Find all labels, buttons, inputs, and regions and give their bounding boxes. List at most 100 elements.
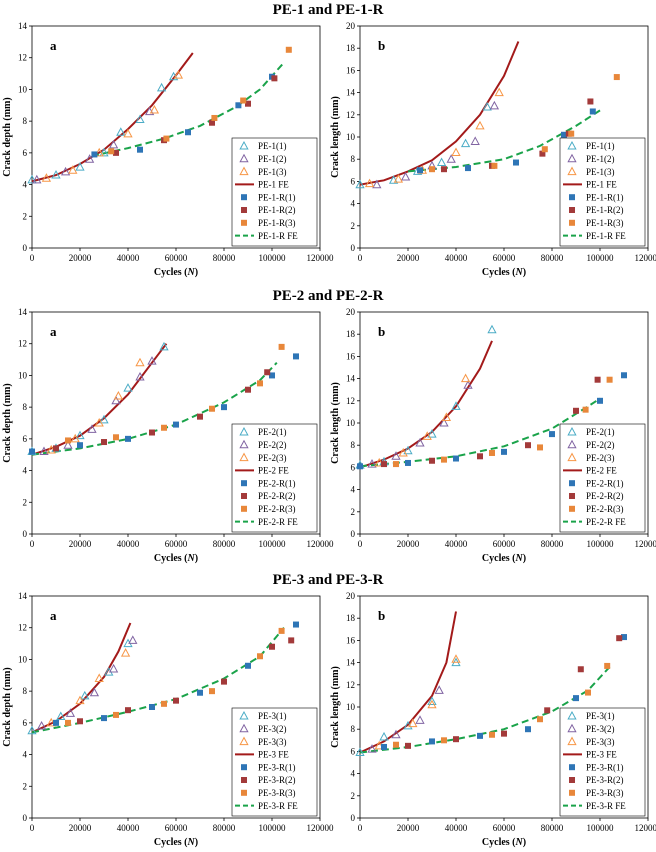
y-tick-label: 10 <box>18 370 28 380</box>
y-tick-label: 20 <box>346 591 356 601</box>
data-point <box>209 688 215 694</box>
legend-label: PE-3(1) <box>258 711 287 721</box>
data-point <box>489 732 495 738</box>
legend-label: PE-2-R FE <box>258 517 298 527</box>
data-point <box>173 698 179 704</box>
data-point <box>173 422 179 428</box>
x-axis-label-end: ) <box>195 837 198 848</box>
legend-label: PE-1-R FE <box>258 231 298 241</box>
data-point <box>441 166 447 172</box>
x-tick-label: 120000 <box>635 253 656 263</box>
x-tick-label: 60000 <box>165 253 188 263</box>
legend-label: PE-2(2) <box>258 440 287 450</box>
panel-label: b <box>378 38 385 53</box>
series-PE-2(3) <box>375 375 469 466</box>
legend-swatch <box>569 194 575 200</box>
legend-swatch <box>241 777 247 783</box>
data-point <box>163 136 169 142</box>
data-point <box>279 344 285 350</box>
series-PE-1 FE <box>32 53 193 181</box>
data-point <box>453 456 459 462</box>
legend-label: PE-3-R(2) <box>258 775 296 785</box>
legend-swatch <box>569 506 575 512</box>
x-tick-label: 80000 <box>213 823 236 833</box>
y-tick-label: 20 <box>346 21 356 31</box>
legend-label: PE-2(3) <box>258 453 287 463</box>
data-point <box>113 712 119 718</box>
legend-swatch <box>241 480 247 486</box>
x-axis-label-main: Cycles ( <box>154 837 188 848</box>
y-tick-label: 2 <box>23 781 28 791</box>
legend-label: PE-2(3) <box>586 453 615 463</box>
x-tick-label: 80000 <box>541 823 564 833</box>
data-point <box>501 731 507 737</box>
x-tick-label: 100000 <box>259 823 287 833</box>
legend-label: PE-3(2) <box>258 724 287 734</box>
series-line <box>32 344 166 455</box>
y-tick-label: 0 <box>23 243 28 253</box>
y-tick-label: 6 <box>23 718 28 728</box>
data-point <box>65 720 71 726</box>
x-axis-label: Cycles (N) <box>154 837 198 848</box>
series-PE-3(2) <box>38 636 137 729</box>
x-tick-label: 120000 <box>635 539 656 549</box>
panel-label: b <box>378 608 385 623</box>
y-tick-label: 4 <box>23 466 28 476</box>
data-point <box>544 707 550 713</box>
x-axis-label-end: ) <box>195 553 198 564</box>
y-tick-label: 8 <box>351 154 356 164</box>
data-point <box>447 155 455 162</box>
data-point <box>257 380 263 386</box>
legend-swatch <box>241 493 247 499</box>
data-point <box>136 359 144 366</box>
data-point <box>209 406 215 412</box>
legend: PE-2(1)PE-2(2)PE-2(3)PE-2 FEPE-2-R(1)PE-… <box>560 424 645 532</box>
data-point <box>77 718 83 724</box>
x-tick-label: 100000 <box>587 253 615 263</box>
data-point <box>149 704 155 710</box>
data-point <box>129 636 137 643</box>
y-tick-label: 16 <box>346 65 356 75</box>
y-tick-label: 14 <box>18 21 28 31</box>
legend-label: PE-3(3) <box>258 737 287 747</box>
y-tick-label: 18 <box>346 43 356 53</box>
data-point <box>101 715 107 721</box>
y-tick-label: 16 <box>346 351 356 361</box>
section-title-1: PE-1 and PE-1-R <box>0 2 656 19</box>
data-point <box>417 167 423 173</box>
legend-label: PE-3 FE <box>586 750 617 760</box>
x-tick-label: 0 <box>358 823 363 833</box>
y-tick-label: 12 <box>18 53 27 63</box>
data-point <box>573 408 579 414</box>
legend-label: PE-3(1) <box>586 711 615 721</box>
x-tick-label: 60000 <box>493 253 516 263</box>
y-tick-label: 6 <box>351 746 356 756</box>
data-point <box>513 160 519 166</box>
legend-label: PE-1-R FE <box>586 231 626 241</box>
y-axis-label: Crack length (mm) <box>330 666 341 748</box>
x-axis-label-main: Cycles ( <box>154 553 188 564</box>
panel-label: a <box>50 324 57 339</box>
legend-label: PE-1(1) <box>258 141 287 151</box>
data-point <box>429 738 435 744</box>
y-tick-label: 14 <box>346 658 356 668</box>
x-tick-label: 20000 <box>69 539 92 549</box>
x-tick-label: 40000 <box>117 253 140 263</box>
y-tick-label: 12 <box>18 339 27 349</box>
legend: PE-1(1)PE-1(2)PE-1(3)PE-1 FEPE-1-R(1)PE-… <box>560 138 645 246</box>
x-tick-label: 20000 <box>397 823 420 833</box>
data-point <box>616 635 622 641</box>
legend-label: PE-2-R(1) <box>586 478 624 488</box>
data-point <box>288 637 294 643</box>
legend-label: PE-3-R FE <box>258 801 298 811</box>
data-point <box>590 108 596 114</box>
y-tick-label: 4 <box>23 750 28 760</box>
panel-label: a <box>50 38 57 53</box>
legend-label: PE-3-R(3) <box>586 788 624 798</box>
series-line <box>360 612 456 753</box>
y-axis-label: Crack length (mm) <box>330 96 341 178</box>
legend-label: PE-2(2) <box>586 440 615 450</box>
data-point <box>491 163 497 169</box>
x-axis-label-end: ) <box>523 267 526 278</box>
